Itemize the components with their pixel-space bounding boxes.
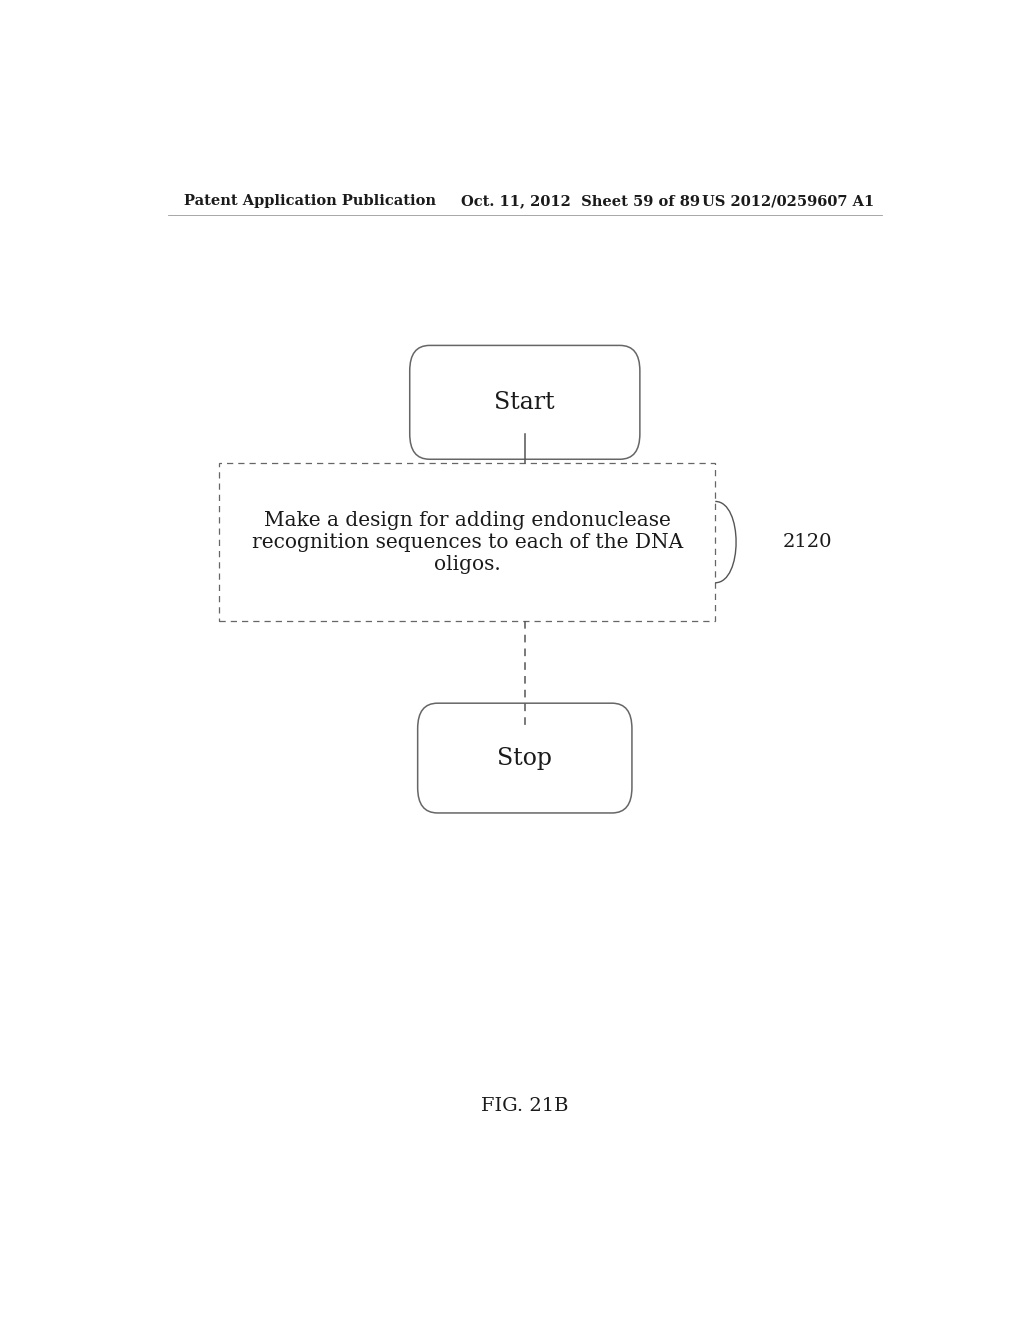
FancyBboxPatch shape	[219, 463, 715, 620]
Text: FIG. 21B: FIG. 21B	[481, 1097, 568, 1114]
Text: Make a design for adding endonuclease
recognition sequences to each of the DNA
o: Make a design for adding endonuclease re…	[252, 511, 683, 574]
Text: Start: Start	[495, 391, 555, 414]
Text: Stop: Stop	[498, 747, 552, 770]
Text: US 2012/0259607 A1: US 2012/0259607 A1	[701, 194, 873, 209]
Text: Oct. 11, 2012  Sheet 59 of 89: Oct. 11, 2012 Sheet 59 of 89	[461, 194, 700, 209]
Text: Patent Application Publication: Patent Application Publication	[183, 194, 435, 209]
Text: 2120: 2120	[782, 533, 833, 550]
FancyBboxPatch shape	[418, 704, 632, 813]
FancyBboxPatch shape	[410, 346, 640, 459]
